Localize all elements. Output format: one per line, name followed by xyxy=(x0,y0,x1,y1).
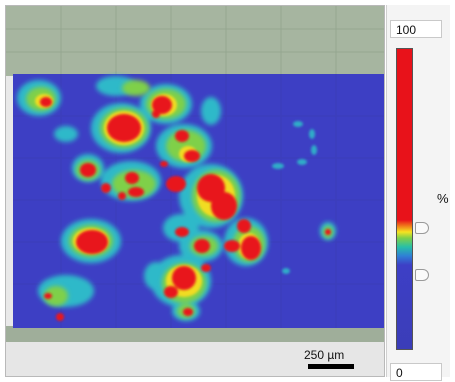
colorbar-panel: 100 % 0 xyxy=(386,5,450,381)
scale-bar xyxy=(308,364,354,369)
scale-bar-label: 250 µm xyxy=(304,348,345,362)
colorbar-lower-handle[interactable] xyxy=(415,269,429,281)
heatmap-image xyxy=(6,6,384,376)
colorbar-unit-label: % xyxy=(437,191,449,206)
heatmap-high-cores xyxy=(40,96,331,321)
heatmap-faint-streak xyxy=(272,121,317,274)
colorbar-max-field[interactable]: 100 xyxy=(390,20,442,38)
optical-strip-top xyxy=(6,6,384,76)
blank-area-bottom xyxy=(6,342,384,376)
colorbar-upper-handle[interactable] xyxy=(415,222,429,234)
image-viewer[interactable]: 250 µm xyxy=(5,5,385,377)
color-gradient-bar xyxy=(396,48,413,350)
optical-tile-grid-top xyxy=(6,6,384,76)
colorbar-min-field[interactable]: 0 xyxy=(390,363,442,381)
optical-strip-bottom xyxy=(6,326,384,342)
